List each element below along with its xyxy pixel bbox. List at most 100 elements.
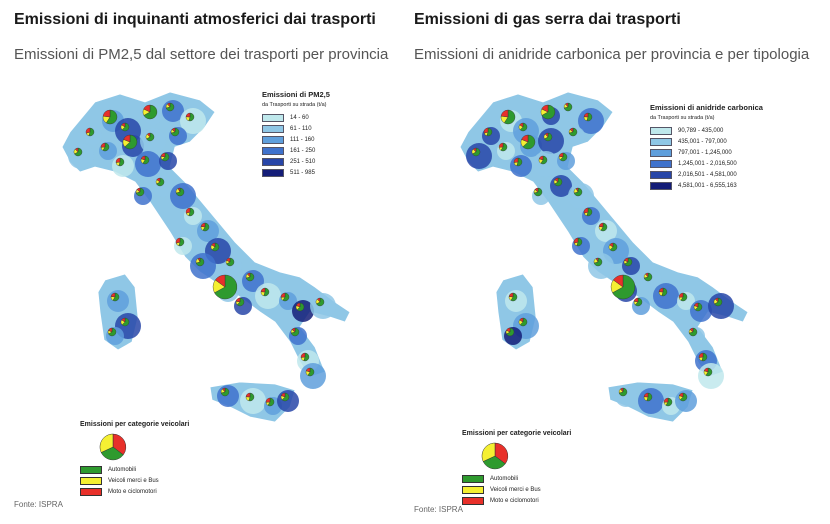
category-rows: Automobili Veicoli merci e Bus Moto e cicl… bbox=[80, 464, 189, 497]
pie-slice-automobili bbox=[112, 292, 120, 302]
pie-slice-moto bbox=[235, 297, 241, 303]
pie-slice-moto bbox=[678, 292, 684, 298]
category-legend: Emissioni per categorie veicolari Automo… bbox=[462, 430, 571, 506]
pie-slice-moto bbox=[146, 132, 151, 138]
pie-slice-moto bbox=[472, 147, 477, 153]
pie-slice-moto bbox=[185, 112, 191, 118]
category-label: Automobili bbox=[490, 475, 519, 482]
pie-slice-automobili bbox=[282, 292, 290, 302]
pie-slice-moto bbox=[110, 292, 116, 298]
pie-slice-moto bbox=[215, 274, 226, 288]
pie-slice-automobili bbox=[694, 302, 703, 312]
pie-slice-moto bbox=[197, 257, 201, 263]
pie-slice-automobili bbox=[612, 274, 636, 300]
pie-slice-automobili bbox=[510, 292, 518, 302]
legend-class-row: 435,001 - 797,000 bbox=[650, 136, 763, 147]
province-area bbox=[675, 390, 697, 412]
pie-slice-moto bbox=[222, 387, 226, 393]
province-area bbox=[112, 155, 134, 177]
pie-slice-moto bbox=[115, 157, 121, 163]
province-area bbox=[240, 388, 266, 414]
legend-swatch bbox=[650, 181, 672, 190]
pie-slice-moto bbox=[554, 177, 559, 183]
category-label: Veicoli merci e Bus bbox=[108, 477, 159, 484]
pie-slice-automobili bbox=[519, 122, 528, 132]
legend-title: Emissioni di PM2,5 bbox=[262, 90, 330, 99]
pie-slice-moto bbox=[185, 207, 191, 214]
province-area bbox=[140, 128, 166, 154]
pie-slice-automobili bbox=[161, 152, 170, 162]
province-area bbox=[615, 385, 637, 407]
pie-slice-automobili bbox=[679, 392, 688, 402]
pie-slice-moto bbox=[663, 397, 669, 403]
category-swatch bbox=[462, 474, 484, 483]
pie-slice-moto bbox=[177, 187, 181, 193]
legend-class-label: 4,581,001 - 6,555,163 bbox=[678, 182, 737, 189]
pie-slice-moto bbox=[175, 237, 181, 244]
pie-slice-moto bbox=[85, 127, 91, 134]
legend-class-row: 2,016,501 - 4,581,000 bbox=[650, 169, 763, 180]
pie-slice-moto bbox=[643, 392, 649, 398]
province-area bbox=[505, 290, 527, 312]
pie-slice-moto bbox=[200, 222, 206, 228]
legend-swatch bbox=[262, 124, 284, 133]
legend-class-row: 61 - 110 bbox=[262, 123, 330, 134]
province-area bbox=[533, 151, 559, 177]
pie-slice-moto bbox=[280, 292, 286, 298]
pie-slice-moto bbox=[171, 127, 176, 133]
category-row: Veicoli merci e Bus bbox=[80, 475, 189, 486]
pie-slice-moto bbox=[558, 152, 564, 158]
legend-pm25: Emissioni di PM2,5 da Trasporti su strad… bbox=[262, 90, 330, 178]
legend-swatch bbox=[262, 168, 284, 177]
province-area bbox=[277, 390, 299, 412]
pie-slice-moto bbox=[506, 327, 511, 333]
pie-slice-moto bbox=[534, 187, 539, 193]
pie-slice-moto bbox=[245, 392, 251, 398]
legend-class-label: 511 - 985 bbox=[290, 169, 315, 176]
province-area bbox=[568, 183, 594, 209]
pie-slice-moto bbox=[500, 109, 509, 118]
panel-title: Emissioni di inquinanti atmosferici dai … bbox=[14, 11, 376, 28]
pie-slice-automobili bbox=[634, 297, 643, 307]
pie-slice-automobili bbox=[124, 134, 138, 150]
pie-slice-moto bbox=[519, 317, 524, 323]
category-pie-icon bbox=[99, 433, 127, 461]
pie-slice-automobili bbox=[503, 109, 516, 125]
pie-slice-moto bbox=[140, 155, 146, 161]
legend-swatch bbox=[262, 146, 284, 155]
province-area bbox=[538, 128, 564, 154]
pie-markers bbox=[73, 102, 325, 407]
source-note: Fonte: ISPRA bbox=[14, 500, 63, 509]
pie-slice-automobili bbox=[500, 142, 508, 152]
pie-slice-automobili bbox=[559, 152, 568, 162]
category-swatch bbox=[80, 465, 102, 474]
pie-slice-automobili bbox=[600, 222, 608, 232]
pie-slice-automobili bbox=[680, 292, 688, 302]
legend-subtitle: da Trasporti su strada (t/a) bbox=[650, 115, 715, 121]
pie-slice-automobili bbox=[102, 142, 110, 152]
category-label: Automobili bbox=[108, 466, 137, 473]
pie-slice-moto bbox=[167, 102, 171, 108]
pie-slice-moto bbox=[575, 187, 579, 193]
category-label: Veicoli merci e Bus bbox=[490, 486, 541, 493]
panel-co2: Emissioni di gas serra dai trasporti Emi… bbox=[410, 0, 830, 524]
legend-co2: Emissioni di anidride carbonica da Trasp… bbox=[650, 103, 763, 191]
legend-swatch bbox=[262, 135, 284, 144]
pie-slice-automobili bbox=[296, 302, 305, 312]
pie-slice-moto bbox=[573, 237, 579, 244]
pie-slice-moto bbox=[698, 352, 704, 358]
source-note: Fonte: ISPRA bbox=[414, 505, 463, 514]
pie-slice-moto bbox=[316, 297, 321, 303]
legend-swatch bbox=[650, 159, 672, 168]
pie-slice-moto bbox=[694, 302, 699, 308]
pie-slice-moto bbox=[569, 127, 574, 133]
legend-class-label: 2,016,501 - 4,581,000 bbox=[678, 171, 737, 178]
pie-slice-moto bbox=[160, 152, 166, 158]
category-label: Moto e ciclomotori bbox=[490, 497, 539, 504]
pie-group bbox=[471, 102, 723, 407]
pie-slice-moto bbox=[136, 187, 141, 193]
pie-slice-moto bbox=[519, 122, 524, 128]
pie-slice-moto bbox=[123, 134, 131, 143]
pie-slice-moto bbox=[513, 157, 519, 163]
province-area bbox=[107, 290, 129, 312]
